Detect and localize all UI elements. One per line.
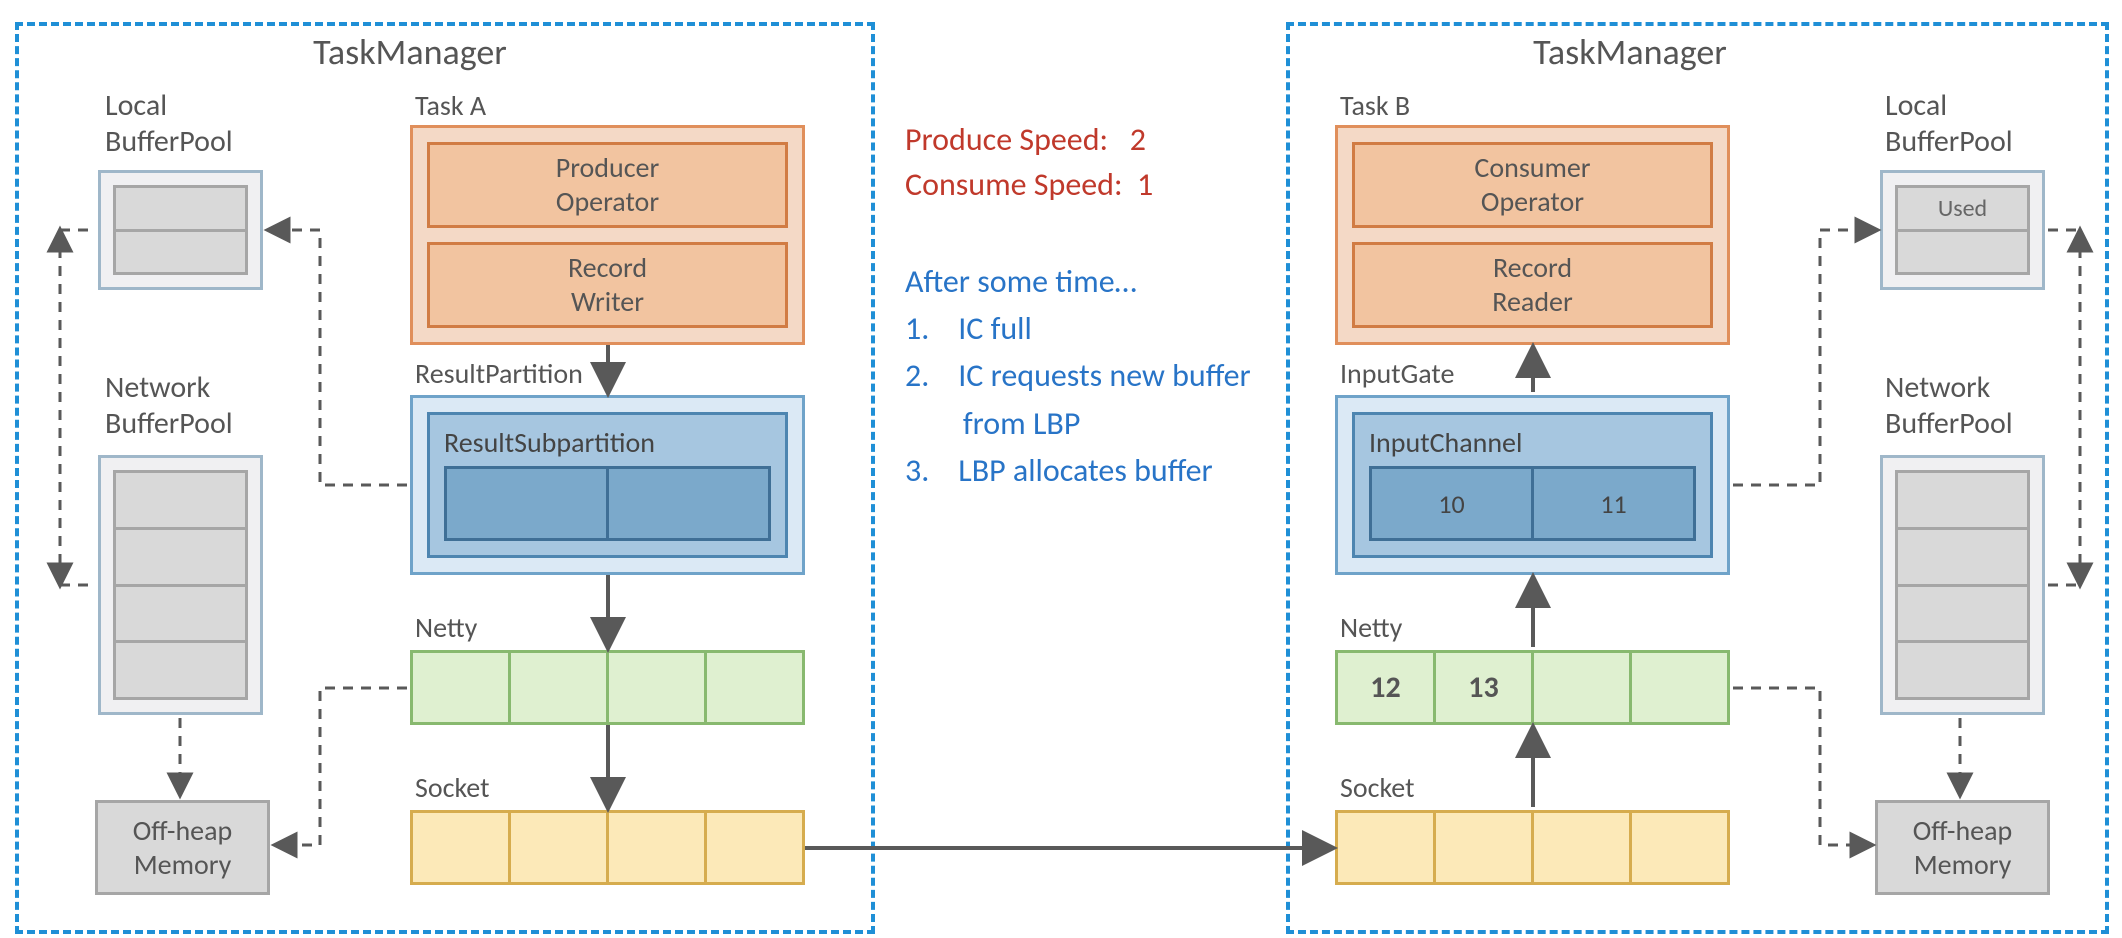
step-2-text: 2. IC requests new buffer from LBP (905, 352, 1251, 448)
buffer-slot (116, 188, 245, 232)
right-nbp-label: Network BufferPool (1885, 370, 2013, 442)
right-nbp-box (1880, 455, 2045, 715)
left-rsp-buffer (444, 466, 771, 541)
right-task-label: Task B (1340, 88, 1410, 123)
right-netty-buffer: 12 13 (1335, 650, 1730, 725)
buffer-cell (413, 653, 508, 722)
left-rsp-label: ResultSubpartition (444, 425, 771, 460)
left-task-box: Producer Operator Record Writer (410, 125, 805, 345)
buffer-cell (1531, 813, 1629, 882)
step-3-text: 3. LBP allocates buffer (905, 447, 1213, 495)
buffer-cell (704, 653, 802, 722)
left-nbp-box (98, 455, 263, 715)
buffer-cell (508, 813, 606, 882)
left-rp-box: ResultSubpartition (410, 395, 805, 575)
left-lbp-inner (113, 185, 248, 275)
buffer-cell (447, 469, 606, 538)
step-1-text: 1. IC full (905, 305, 1032, 353)
right-lbp-label: Local BufferPool (1885, 88, 2013, 160)
right-lbp-box: Used (1880, 170, 2045, 290)
buffer-slot (1898, 232, 2027, 273)
left-lbp-label: Local BufferPool (105, 88, 233, 160)
left-rsp-box: ResultSubpartition (427, 412, 788, 558)
buffer-slot (1898, 530, 2027, 587)
buffer-cell: 12 (1338, 653, 1433, 722)
right-ig-box: InputChannel 10 11 (1335, 395, 1730, 575)
right-ic-label: InputChannel (1369, 425, 1696, 460)
producer-operator-box: Producer Operator (427, 142, 788, 228)
left-netty-label: Netty (415, 610, 477, 645)
buffer-cell (1629, 653, 1727, 722)
buffer-cell (1629, 813, 1727, 882)
buffer-cell (1531, 653, 1629, 722)
left-socket-buffer (410, 810, 805, 885)
left-lbp-box (98, 170, 263, 290)
buffer-slot (116, 232, 245, 273)
right-nbp-inner (1895, 470, 2030, 700)
after-some-time-text: After some time… (905, 258, 1137, 306)
right-netty-label: Netty (1340, 610, 1402, 645)
buffer-slot (116, 643, 245, 697)
right-task-box: Consumer Operator Record Reader (1335, 125, 1730, 345)
left-nbp-label: Network BufferPool (105, 370, 233, 442)
consumer-operator-box: Consumer Operator (1352, 142, 1713, 228)
left-nbp-inner (113, 470, 248, 700)
right-ic-box: InputChannel 10 11 (1352, 412, 1713, 558)
buffer-slot (116, 530, 245, 587)
left-socket-label: Socket (415, 770, 489, 805)
buffer-slot (1898, 473, 2027, 530)
right-socket-label: Socket (1340, 770, 1414, 805)
buffer-cell (606, 813, 704, 882)
right-ic-buffer: 10 11 (1369, 466, 1696, 541)
buffer-cell: 10 (1372, 469, 1531, 538)
buffer-cell (413, 813, 508, 882)
produce-speed-text: Produce Speed: 2 (905, 120, 1146, 159)
left-rp-label: ResultPartition (415, 356, 583, 391)
buffer-cell (1338, 813, 1433, 882)
buffer-cell: 11 (1531, 469, 1693, 538)
right-socket-buffer (1335, 810, 1730, 885)
buffer-slot-used: Used (1898, 188, 2027, 232)
left-offheap-box: Off-heap Memory (95, 800, 270, 895)
buffer-slot (1898, 587, 2027, 644)
left-task-label: Task A (415, 88, 486, 123)
consume-speed-text: Consume Speed: 1 (905, 165, 1153, 204)
buffer-cell: 13 (1433, 653, 1531, 722)
right-ig-label: InputGate (1340, 356, 1454, 391)
taskmanager-right-title: TaskManager (1480, 30, 1780, 74)
right-lbp-inner: Used (1895, 185, 2030, 275)
buffer-slot (116, 473, 245, 530)
buffer-cell (508, 653, 606, 722)
record-writer-box: Record Writer (427, 242, 788, 328)
buffer-cell (606, 653, 704, 722)
buffer-slot (116, 587, 245, 644)
buffer-cell (1433, 813, 1531, 882)
left-netty-buffer (410, 650, 805, 725)
buffer-slot (1898, 643, 2027, 697)
buffer-cell (606, 469, 768, 538)
record-reader-box: Record Reader (1352, 242, 1713, 328)
taskmanager-left-title: TaskManager (260, 30, 560, 74)
buffer-cell (704, 813, 802, 882)
right-offheap-box: Off-heap Memory (1875, 800, 2050, 895)
